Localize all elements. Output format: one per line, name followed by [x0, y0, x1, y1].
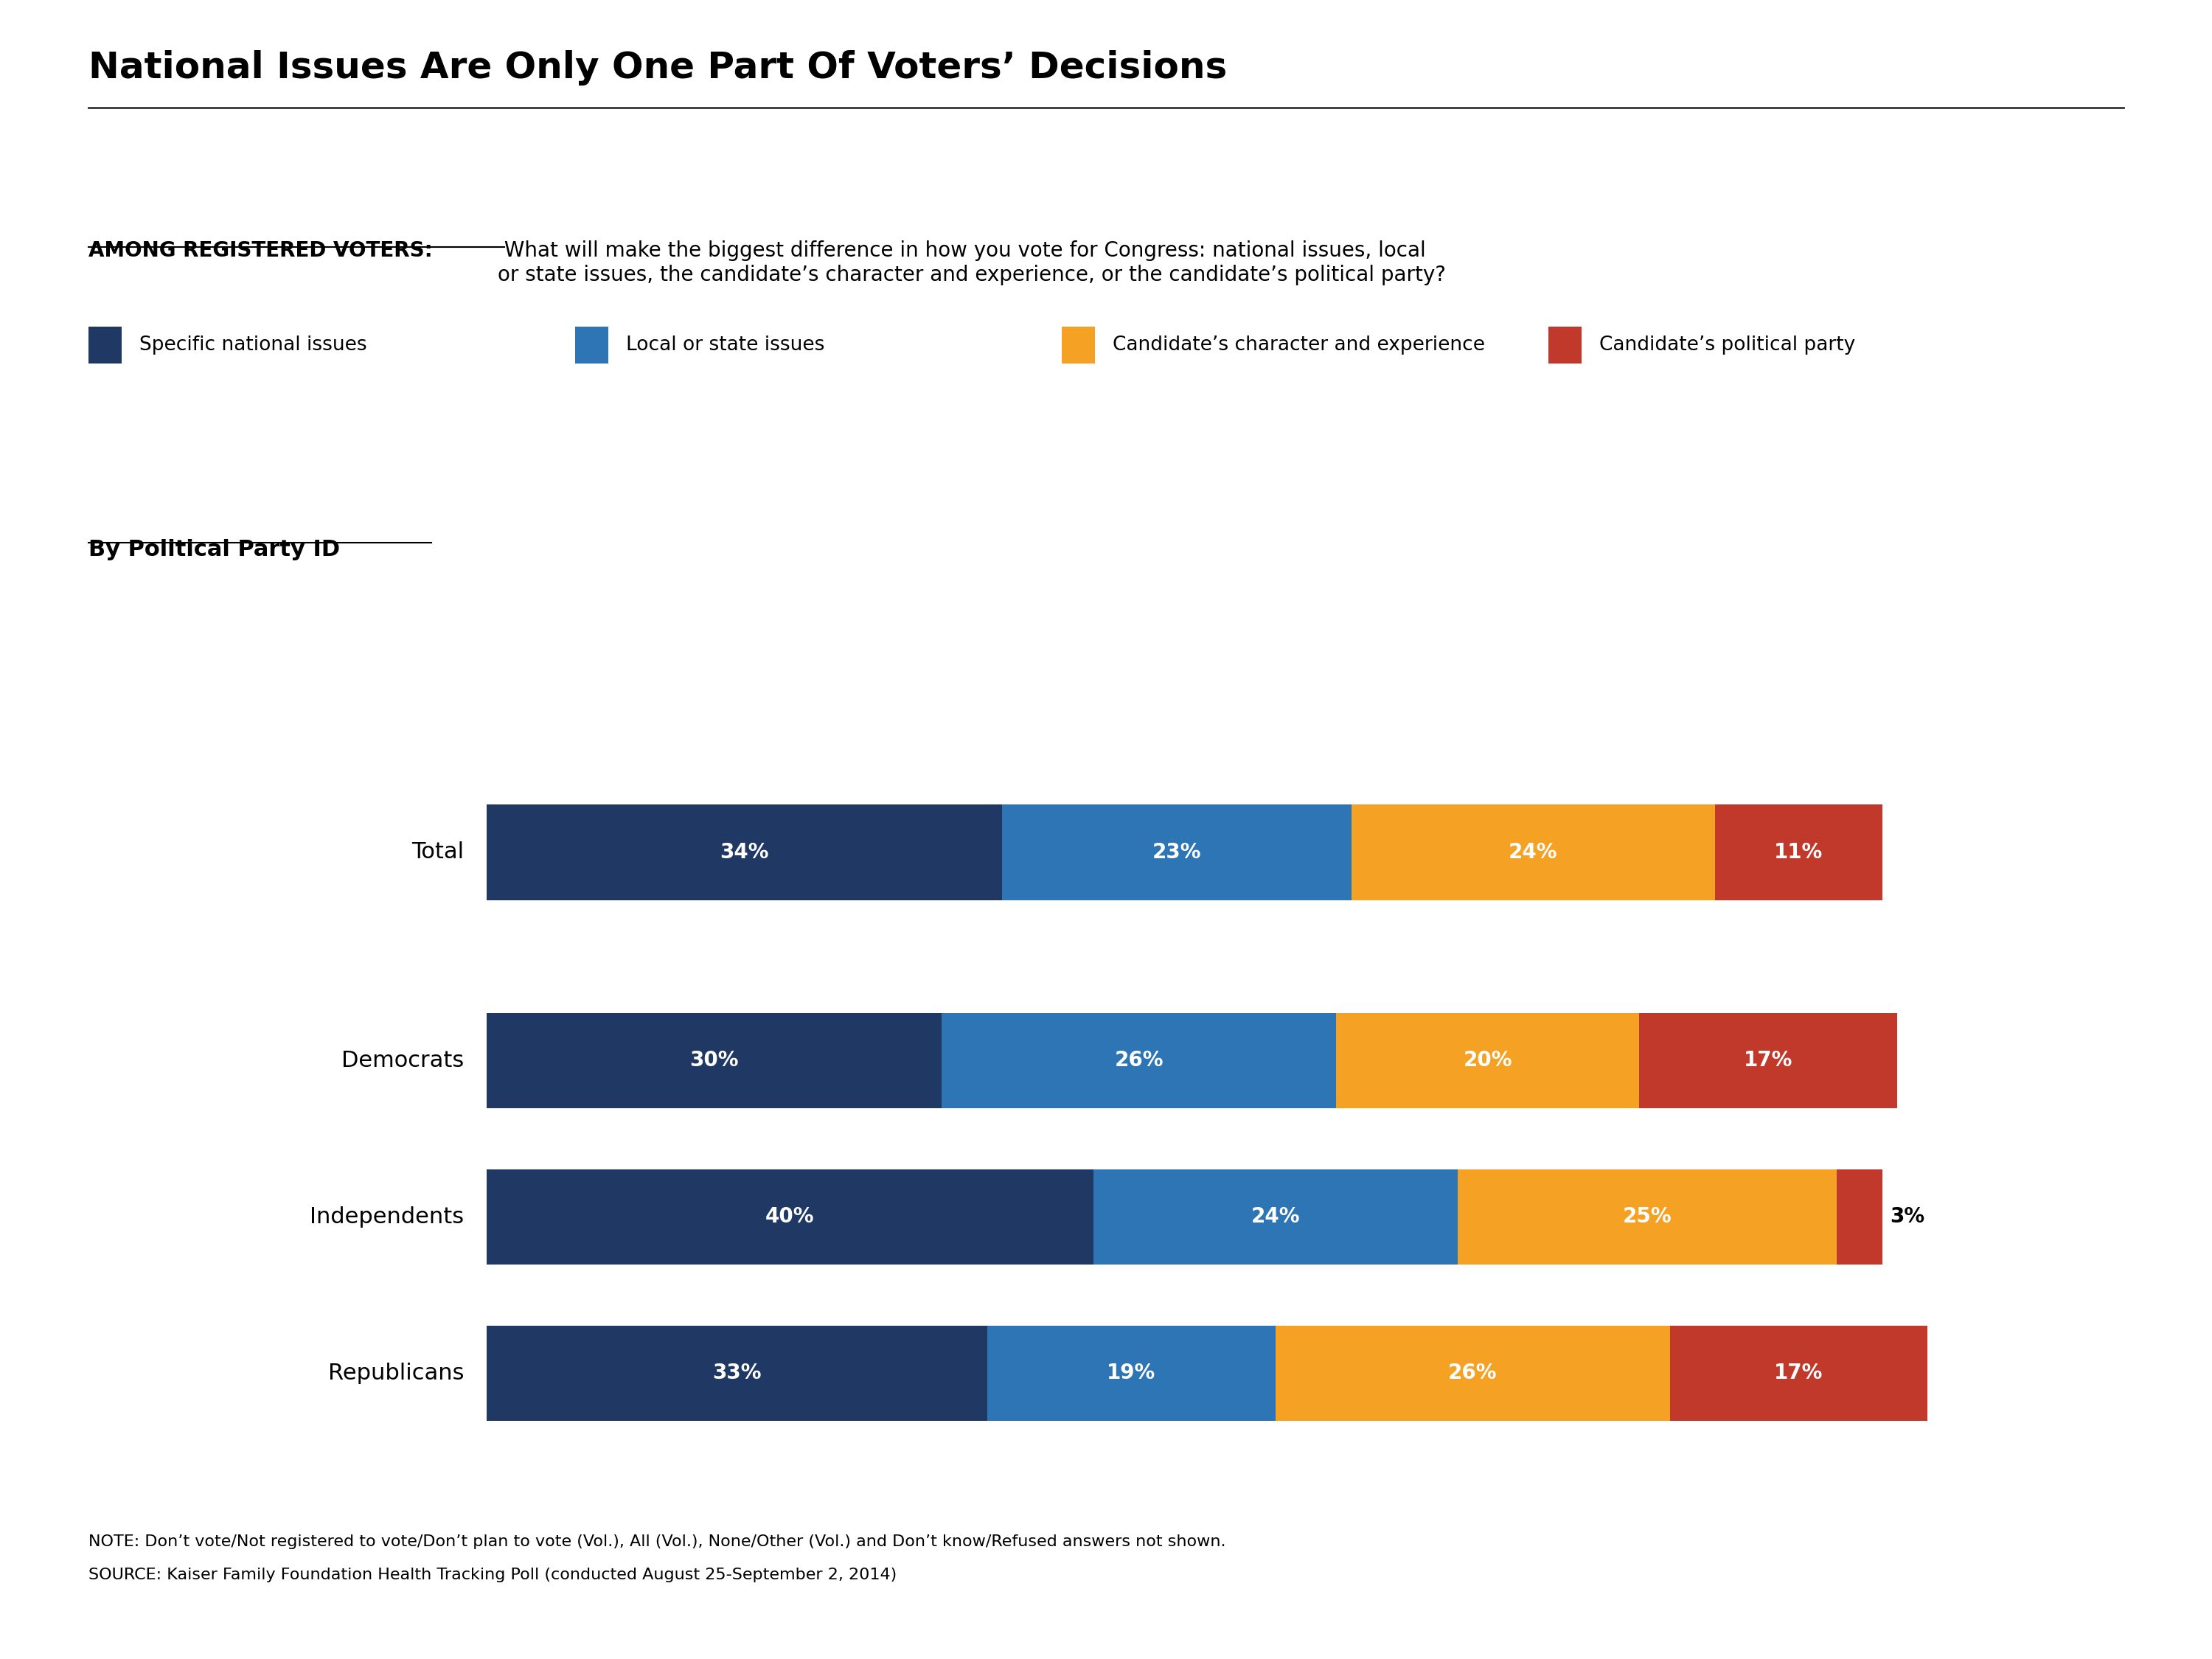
- Text: 26%: 26%: [1115, 1050, 1164, 1072]
- Text: National Issues Are Only One Part Of Voters’ Decisions: National Issues Are Only One Part Of Vot…: [88, 50, 1228, 85]
- Text: Candidate’s political party: Candidate’s political party: [1599, 335, 1856, 355]
- Text: NOTE: Don’t vote/Not registered to vote/Don’t plan to vote (Vol.), All (Vol.), N: NOTE: Don’t vote/Not registered to vote/…: [88, 1535, 1225, 1550]
- Bar: [1002, 805, 1352, 899]
- Text: 34%: 34%: [719, 841, 770, 863]
- Text: 17%: 17%: [1743, 1050, 1792, 1072]
- Text: What will make the biggest difference in how you vote for Congress: national iss: What will make the biggest difference in…: [498, 241, 1447, 285]
- Text: By Political Party ID: By Political Party ID: [88, 539, 341, 561]
- Text: 3%: 3%: [1889, 1206, 1924, 1228]
- Bar: [1670, 1326, 1927, 1420]
- Bar: [942, 1014, 1336, 1108]
- Text: Independents: Independents: [310, 1206, 465, 1228]
- Bar: [1458, 1170, 1836, 1264]
- Text: 23%: 23%: [1152, 841, 1201, 863]
- Text: AMONG REGISTERED VOTERS:: AMONG REGISTERED VOTERS:: [88, 241, 434, 260]
- Text: 30%: 30%: [690, 1050, 739, 1072]
- Text: 26%: 26%: [1449, 1362, 1498, 1384]
- Bar: [487, 805, 1002, 899]
- Text: 25%: 25%: [1621, 1206, 1672, 1228]
- Text: 11%: 11%: [1774, 841, 1823, 863]
- Bar: [1093, 1170, 1458, 1264]
- Text: 24%: 24%: [1509, 841, 1557, 863]
- Text: SOURCE: Kaiser Family Foundation Health Tracking Poll (conducted August 25-Septe: SOURCE: Kaiser Family Foundation Health …: [88, 1568, 896, 1583]
- Bar: [1714, 805, 1882, 899]
- Text: Total: Total: [411, 841, 465, 863]
- Text: Democrats: Democrats: [341, 1050, 465, 1072]
- Text: 20%: 20%: [1462, 1050, 1513, 1072]
- Bar: [987, 1326, 1276, 1420]
- Bar: [487, 1170, 1093, 1264]
- Bar: [1352, 805, 1714, 899]
- Bar: [487, 1326, 987, 1420]
- Text: Specific national issues: Specific national issues: [139, 335, 367, 355]
- Text: FAMILY: FAMILY: [2017, 1566, 2075, 1581]
- Text: 24%: 24%: [1250, 1206, 1301, 1228]
- Text: KAISER: KAISER: [2017, 1536, 2075, 1551]
- Text: 17%: 17%: [1774, 1362, 1823, 1384]
- Bar: [1836, 1170, 1882, 1264]
- Bar: [487, 1014, 942, 1108]
- Text: 19%: 19%: [1106, 1362, 1155, 1384]
- Text: THE HENRY J.: THE HENRY J.: [2015, 1505, 2077, 1515]
- Text: Local or state issues: Local or state issues: [626, 335, 825, 355]
- Text: FOUNDATION: FOUNDATION: [2008, 1599, 2084, 1611]
- Text: Candidate’s character and experience: Candidate’s character and experience: [1113, 335, 1484, 355]
- Text: Republicans: Republicans: [327, 1362, 465, 1384]
- Bar: [1336, 1014, 1639, 1108]
- Text: 33%: 33%: [712, 1362, 761, 1384]
- Bar: [1639, 1014, 1898, 1108]
- Bar: [1276, 1326, 1670, 1420]
- Text: 40%: 40%: [765, 1206, 814, 1228]
